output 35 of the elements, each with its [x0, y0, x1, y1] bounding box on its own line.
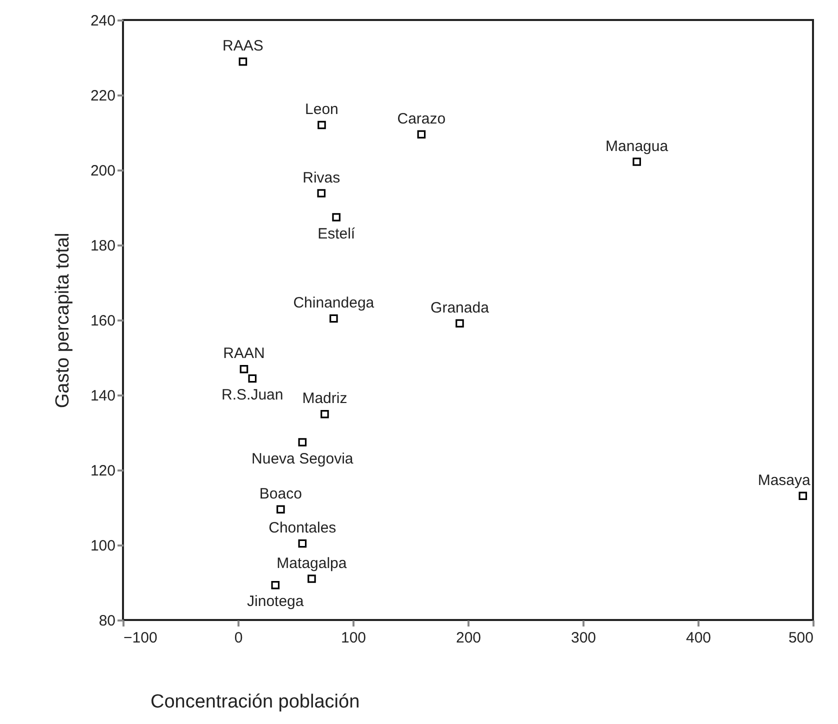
annotation: Jinotega — [247, 593, 304, 610]
annotation: Chinandega — [293, 294, 375, 312]
annotation: Estelí — [318, 225, 356, 242]
x-tick-label: 0 — [234, 630, 243, 646]
x-axis-title: Concentración población — [150, 692, 360, 712]
y-tick-label: 160 — [90, 312, 116, 330]
x-tick-label: −100 — [124, 630, 158, 646]
x-tick-label: 400 — [686, 630, 712, 646]
y-tick-label: 140 — [90, 388, 116, 404]
annotation: Nueva Segovia — [252, 450, 354, 468]
y-tick-label: 100 — [90, 538, 116, 554]
annotation: Chontales — [268, 520, 336, 536]
y-tick-label: 200 — [90, 162, 116, 180]
annotation: Rivas — [302, 169, 340, 186]
y-tick-label: 120 — [90, 462, 116, 480]
x-tick-label: 100 — [340, 630, 366, 646]
annotation: Managua — [606, 138, 669, 155]
x-tick-label: 200 — [456, 630, 482, 646]
y-tick-label: 80 — [98, 612, 116, 630]
annotation: Matagalpa — [276, 554, 348, 572]
annotation: Leon — [305, 101, 338, 118]
y-tick-label: 180 — [90, 238, 116, 254]
annotation: Boaco — [259, 485, 302, 502]
annotation: Masaya — [758, 472, 812, 489]
annotation: Carazo — [397, 110, 446, 128]
y-tick-label: 220 — [90, 88, 116, 104]
annotation: RAAN — [223, 345, 265, 362]
y-tick-label: 240 — [90, 12, 116, 30]
annotation: Madriz — [302, 390, 348, 408]
y-axis-title: Gasto percapita total — [52, 232, 74, 408]
x-tick-label: 500 — [788, 630, 814, 646]
annotation: R.S.Juan — [222, 386, 284, 404]
x-tick-label: 300 — [570, 630, 596, 646]
annotation: Granada — [430, 299, 490, 316]
annotation: RAAS — [222, 38, 264, 55]
